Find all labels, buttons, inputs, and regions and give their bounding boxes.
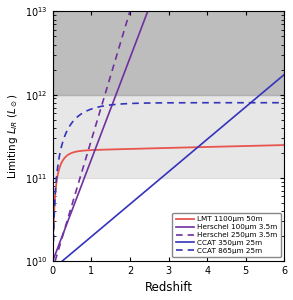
Legend: LMT 1100μm 50m, Herschel 100μm 3.5m, Herschel 250μm 3.5m, CCAT 350μm 25m, CCAT 8: LMT 1100μm 50m, Herschel 100μm 3.5m, Her… [172, 213, 281, 257]
Bar [53, 94, 285, 178]
Bar [53, 0, 285, 94]
Y-axis label: Limiting $L_{IR}$ ($L_\odot$): Limiting $L_{IR}$ ($L_\odot$) [6, 93, 20, 179]
X-axis label: Redshift: Redshift [144, 281, 193, 294]
